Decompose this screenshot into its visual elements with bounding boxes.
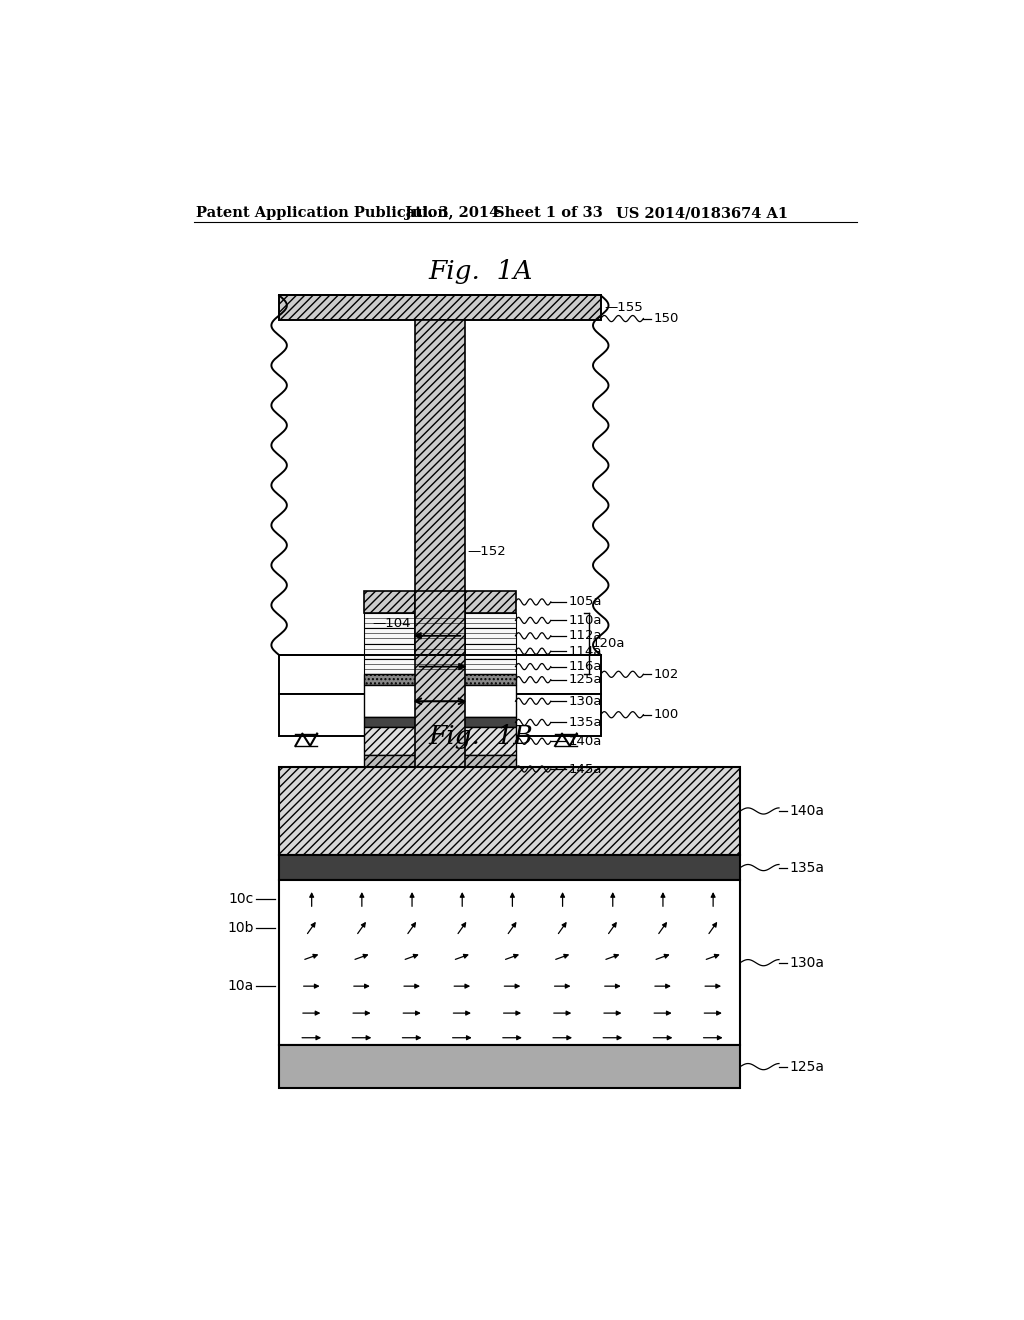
Text: 10a: 10a <box>227 979 254 993</box>
Bar <box>280 296 601 321</box>
Bar <box>365 675 515 685</box>
Text: 140a: 140a <box>568 735 601 748</box>
Text: 150: 150 <box>653 312 679 325</box>
Text: Patent Application Publication: Patent Application Publication <box>197 206 449 220</box>
Bar <box>365 628 515 644</box>
Text: 112a: 112a <box>568 630 602 643</box>
Text: 110a: 110a <box>568 614 602 627</box>
Text: Fig.  1B: Fig. 1B <box>429 725 534 750</box>
Text: 130a: 130a <box>790 956 824 970</box>
Text: 145a: 145a <box>568 763 602 776</box>
Text: 135a: 135a <box>568 715 602 729</box>
Bar <box>365 591 515 612</box>
Bar <box>365 659 515 675</box>
Bar <box>280 880 740 1045</box>
Text: —152: —152 <box>467 545 506 558</box>
Text: US 2014/0183674 A1: US 2014/0183674 A1 <box>616 206 788 220</box>
Bar <box>365 644 515 659</box>
Bar <box>365 685 515 718</box>
Text: 102: 102 <box>653 668 679 681</box>
Bar <box>415 321 465 783</box>
Text: Jul. 3, 2014: Jul. 3, 2014 <box>406 206 500 220</box>
Text: 116a: 116a <box>568 660 602 673</box>
Text: 125a: 125a <box>790 1060 824 1073</box>
Text: 10b: 10b <box>227 920 254 935</box>
Text: 140a: 140a <box>790 804 824 818</box>
Text: —104: —104 <box>373 616 411 630</box>
Bar <box>365 718 515 727</box>
Text: Sheet 1 of 33: Sheet 1 of 33 <box>494 206 602 220</box>
Text: —155: —155 <box>604 301 643 314</box>
Bar <box>280 855 740 880</box>
Text: 120a: 120a <box>592 638 625 649</box>
Text: 105a: 105a <box>568 595 602 609</box>
Bar <box>365 755 515 783</box>
Bar <box>365 727 515 755</box>
Bar <box>280 1045 740 1088</box>
Text: 135a: 135a <box>790 861 824 875</box>
Text: Fig.  1A: Fig. 1A <box>429 259 534 284</box>
Text: 125a: 125a <box>568 673 602 686</box>
Text: 130a: 130a <box>568 694 602 708</box>
Text: 10c: 10c <box>228 892 254 906</box>
Text: 114a: 114a <box>568 644 602 657</box>
Bar <box>280 655 601 693</box>
Bar <box>365 612 515 628</box>
Bar <box>280 767 740 855</box>
Bar <box>415 591 465 655</box>
Text: 100: 100 <box>653 709 679 721</box>
Bar <box>280 693 601 737</box>
